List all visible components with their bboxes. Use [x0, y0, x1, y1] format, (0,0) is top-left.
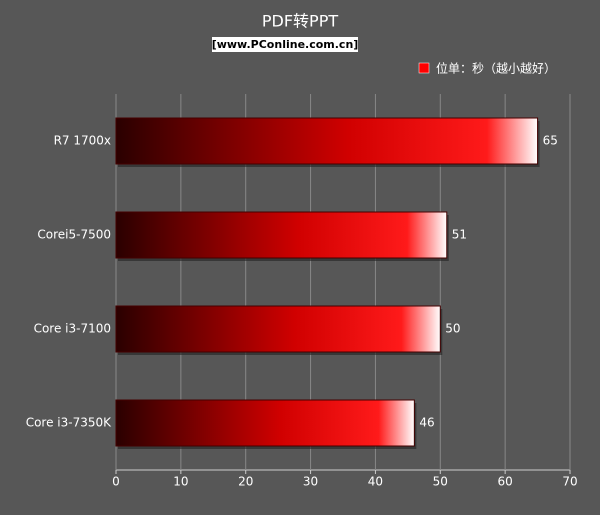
y-tick-label: R7 1700x	[54, 134, 111, 148]
legend-label: 位单：秒（越小越好）	[436, 61, 556, 76]
value-label: 50	[445, 322, 460, 336]
y-tick-label: Core i3-7350K	[26, 416, 112, 430]
x-tick-label: 30	[303, 475, 318, 489]
value-label: 51	[452, 228, 467, 242]
legend-swatch	[418, 62, 430, 74]
subtitle-box	[212, 37, 358, 52]
bar	[115, 211, 448, 259]
bar	[115, 305, 441, 353]
x-tick-label: 40	[368, 475, 383, 489]
x-tick-label: 60	[498, 475, 513, 489]
x-tick-label: 70	[562, 475, 577, 489]
x-tick-label: 10	[173, 475, 188, 489]
x-tick-label: 0	[112, 475, 120, 489]
y-tick-label: Core i3-7100	[34, 322, 111, 336]
bar	[115, 399, 415, 447]
x-tick-label: 20	[238, 475, 253, 489]
value-label: 65	[543, 134, 558, 148]
x-tick-label: 50	[433, 475, 448, 489]
subtitle: [www.PConline.com.cn]	[212, 38, 359, 51]
value-label: 46	[419, 416, 434, 430]
y-tick-label: Corei5-7500	[37, 228, 111, 242]
chart-title: PDF转PPT	[262, 12, 338, 31]
bar	[115, 117, 539, 165]
